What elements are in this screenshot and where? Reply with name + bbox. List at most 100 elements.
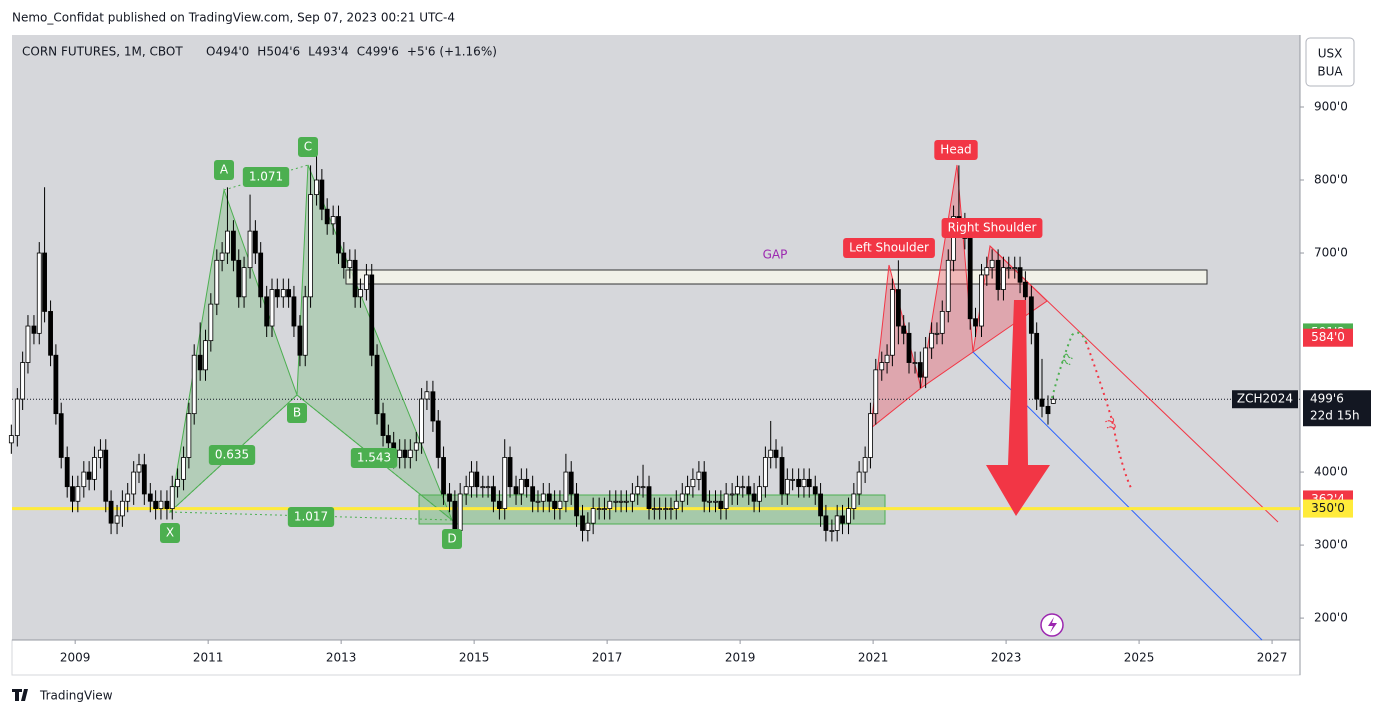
- candle-body: [530, 486, 536, 502]
- candle-body: [735, 486, 740, 495]
- candle-body: [86, 471, 92, 480]
- candle-body: [491, 486, 496, 502]
- pattern-ratio-box: [242, 167, 290, 187]
- x-tick-label: 2021: [858, 651, 889, 665]
- legend-value: C499'6: [357, 45, 399, 59]
- candle-body: [917, 362, 923, 378]
- currency-box[interactable]: [1305, 37, 1355, 87]
- candle-body: [884, 354, 890, 363]
- y-tick-label: 200'0: [1314, 611, 1348, 625]
- candle-body: [513, 486, 519, 495]
- candle-body: [596, 508, 602, 510]
- candle-body: [131, 471, 137, 495]
- candle-body: [640, 486, 646, 489]
- pattern-point: C: [304, 140, 312, 154]
- candle-body: [181, 457, 186, 480]
- pattern-point-box: [298, 137, 318, 157]
- candle-body: [413, 442, 419, 451]
- candle-body: [912, 362, 918, 364]
- candle-body: [397, 449, 403, 458]
- current-price: 499'6: [1310, 392, 1344, 406]
- candle-body: [291, 296, 297, 327]
- candle-body: [557, 500, 563, 509]
- pattern-point-box: [442, 529, 462, 549]
- candle-body: [58, 413, 64, 458]
- candle-body: [851, 493, 857, 509]
- price-label: 584'0: [1311, 330, 1345, 344]
- candle-body: [823, 515, 829, 531]
- candle-body: [252, 230, 258, 254]
- candle-body: [324, 208, 330, 225]
- candle-body: [646, 486, 652, 509]
- candle-body: [474, 471, 480, 488]
- candle-body: [629, 493, 635, 502]
- candle-body: [175, 478, 180, 488]
- hs-label: Head: [940, 143, 971, 157]
- candle-body: [330, 216, 336, 225]
- hs-label-box: [843, 238, 935, 258]
- pattern-dotted: [169, 394, 453, 521]
- candle-body: [214, 259, 220, 305]
- candle-body: [430, 391, 436, 422]
- candle-body: [274, 289, 280, 298]
- candle-body: [718, 500, 724, 509]
- candle-body: [463, 486, 469, 495]
- candle-body: [651, 508, 657, 510]
- candle-body: [585, 522, 591, 531]
- hs-label-box: [941, 218, 1043, 238]
- candle-body: [48, 311, 53, 356]
- candle-body: [563, 471, 569, 502]
- question-mark: ??: [1102, 416, 1119, 432]
- candle-body: [673, 500, 679, 509]
- candle-body: [297, 325, 303, 356]
- candle-body: [236, 259, 242, 298]
- x-tick-label: 2025: [1124, 651, 1155, 665]
- candle-body: [812, 486, 818, 495]
- hs-label: Left Shoulder: [849, 241, 929, 255]
- candle-body: [901, 325, 907, 334]
- candle-body: [1039, 398, 1045, 407]
- alert-icon-bolt: [1048, 617, 1057, 633]
- candle-body: [790, 478, 796, 481]
- candle-body: [939, 311, 945, 334]
- candle-body: [801, 478, 807, 488]
- legend-value: +5'6 (+1.16%): [407, 45, 497, 59]
- candle-body: [197, 354, 203, 371]
- candle-body: [485, 486, 491, 489]
- candle-body: [846, 508, 851, 524]
- candle-body: [624, 500, 629, 503]
- countdown: 22d 15h: [1310, 409, 1360, 423]
- pattern-point-box: [287, 403, 307, 423]
- y-tick-label: 900'0: [1314, 99, 1348, 113]
- candle-body: [264, 296, 270, 327]
- candle-body: [967, 238, 973, 320]
- candle-body: [995, 259, 1001, 290]
- candle-body: [98, 449, 103, 458]
- candle-body: [1034, 332, 1040, 400]
- candle-body: [64, 457, 70, 488]
- pattern-point: D: [447, 532, 456, 546]
- pattern-ratio: 1.071: [249, 170, 283, 184]
- candle-body: [480, 486, 486, 489]
- candle-body: [280, 289, 286, 298]
- candle-body: [457, 493, 463, 531]
- candle-body: [862, 457, 868, 473]
- candle-body: [385, 435, 391, 444]
- candle-body: [552, 500, 557, 509]
- pattern-ratio: 0.635: [215, 448, 249, 462]
- candle-body: [20, 362, 26, 400]
- candle-body: [469, 471, 474, 488]
- candle-body: [746, 486, 752, 495]
- candle-body: [231, 230, 236, 261]
- candle-body: [452, 500, 458, 531]
- gap-box: [345, 269, 1208, 285]
- pattern-ratio-box: [208, 445, 256, 465]
- candle-body: [945, 259, 951, 312]
- candle-body: [657, 508, 663, 510]
- candle-body: [740, 486, 746, 489]
- candle-body: [873, 369, 879, 415]
- candle-body: [114, 515, 120, 524]
- candle-body: [70, 486, 75, 502]
- candle-body: [989, 259, 995, 269]
- hs-label-box: [934, 140, 978, 160]
